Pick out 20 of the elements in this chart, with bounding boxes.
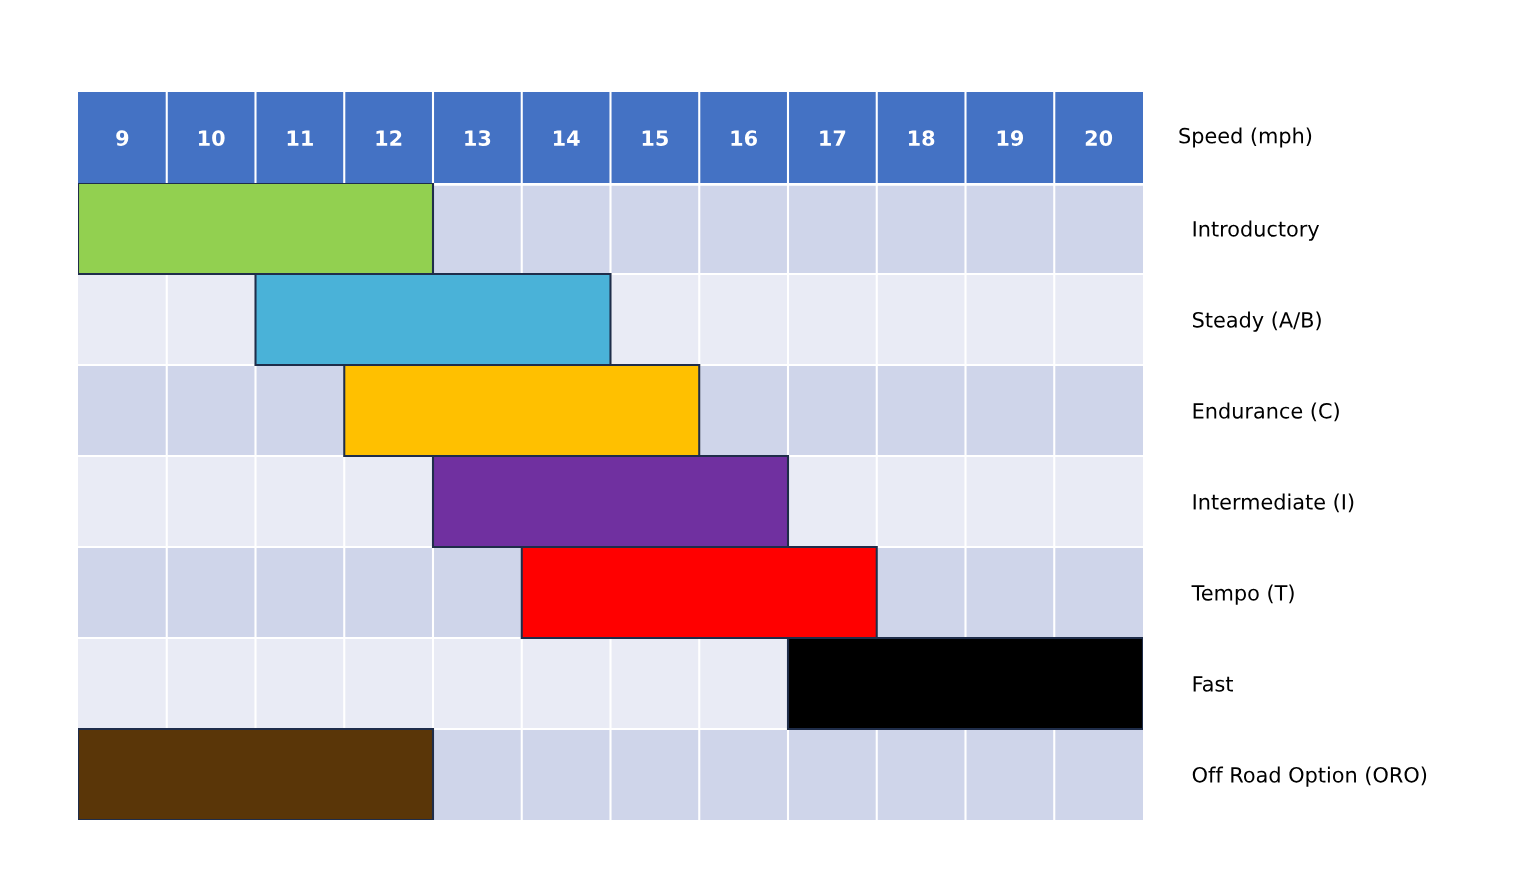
y-tick-label: Tempo (T): [1191, 584, 1294, 605]
x-tick-label: 16: [731, 130, 757, 146]
x-tick-label: 18: [908, 130, 935, 146]
x-tick-label: 9: [116, 130, 129, 146]
x-tick-label: 19: [997, 130, 1024, 146]
y-tick-label: Fast: [1193, 676, 1233, 692]
x-tick-label: 17: [820, 130, 846, 146]
x-tick-label: 10: [198, 130, 225, 146]
y-tick-label: Endurance (C): [1193, 402, 1339, 422]
y-tick-label: Introductory: [1193, 220, 1320, 241]
x-tick-label: 12: [376, 130, 402, 146]
x-tick-label: 13: [465, 130, 491, 146]
x-tick-label: 11: [287, 130, 313, 146]
x-tick-label: 15: [642, 130, 668, 146]
x-tick-label: 14: [553, 130, 580, 146]
y-tick-label: Steady (A/B): [1192, 311, 1321, 332]
x-tick-label: 20: [1085, 130, 1113, 146]
y-tick-label: Off Road Option (ORO): [1192, 766, 1427, 787]
x-axis-title: Speed (mph): [1179, 127, 1312, 148]
y-tick-label: Intermediate (I): [1193, 493, 1354, 513]
